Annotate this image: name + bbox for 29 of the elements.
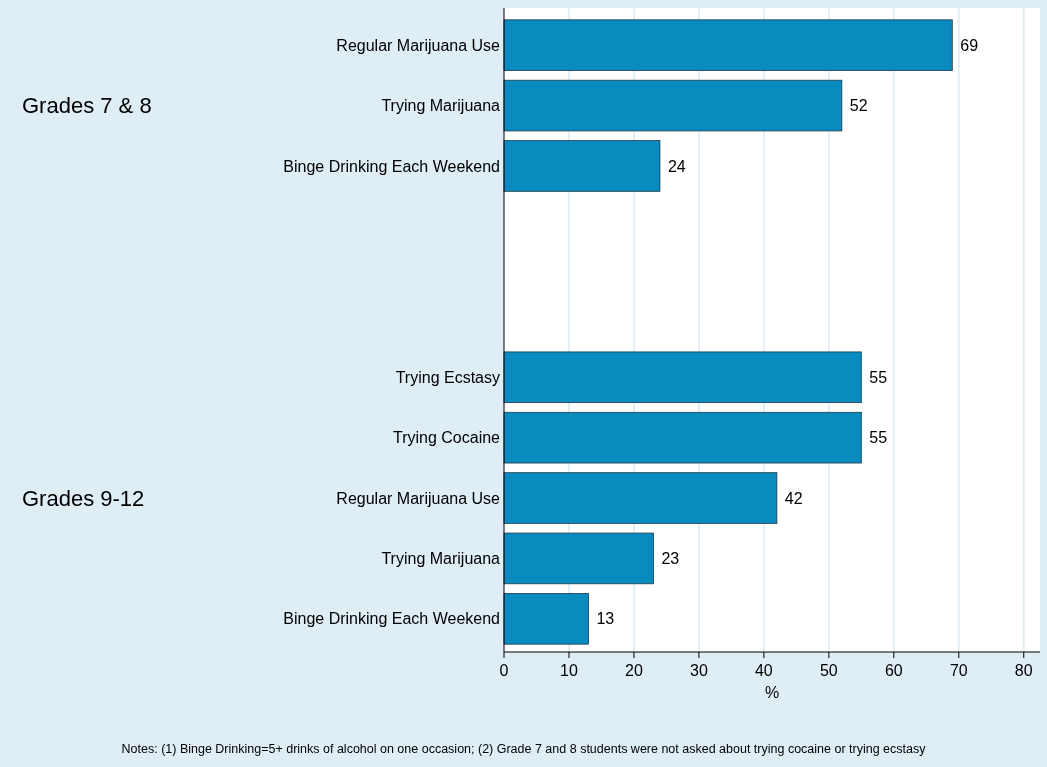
- data-label: 42: [784, 489, 803, 507]
- x-tick-label: 40: [754, 662, 773, 679]
- x-tick-label: 30: [690, 662, 708, 679]
- text: Grades 7 & 8: [22, 93, 152, 119]
- y-tick-label: Trying Ecstasy: [395, 368, 500, 386]
- y-tick-label: Binge Drinking Each Weekend: [283, 610, 500, 628]
- data-label: 69: [960, 36, 979, 54]
- y-tick-label: Trying Marijuana: [381, 550, 501, 568]
- y-tick-label: Binge Drinking Each Weekend: [283, 157, 500, 175]
- data-label: 52: [849, 97, 868, 115]
- text: Notes: (1) Binge Drinking=5+ drinks of alcohol on one occasion; (2) Grade 7 and 8 students were not asked about trying cocaine or trying ecstasy: [121, 742, 927, 756]
- data-label: 55: [869, 429, 888, 447]
- x-tick-label: 10: [560, 662, 578, 679]
- data-label: 55: [869, 368, 888, 386]
- x-tick-label: 80: [1014, 662, 1033, 679]
- x-tick-label: 70: [949, 662, 968, 679]
- x-tick-label: 60: [884, 662, 903, 679]
- x-tick-label: 20: [625, 662, 643, 679]
- data-label: 23: [661, 550, 680, 568]
- y-tick-label: Regular Marijuana Use: [336, 489, 501, 507]
- data-label: 13: [596, 610, 615, 628]
- y-tick-label: Regular Marijuana Use: [336, 36, 501, 54]
- text: Grades 9-12: [22, 485, 145, 511]
- x-tick-label: 0: [499, 662, 509, 679]
- x-tick-label: 50: [819, 662, 838, 679]
- y-tick-label: Trying Cocaine: [392, 429, 501, 447]
- x-axis-title: %: [764, 684, 780, 701]
- y-tick-label: Trying Marijuana: [381, 97, 501, 115]
- data-label: 24: [667, 157, 686, 175]
